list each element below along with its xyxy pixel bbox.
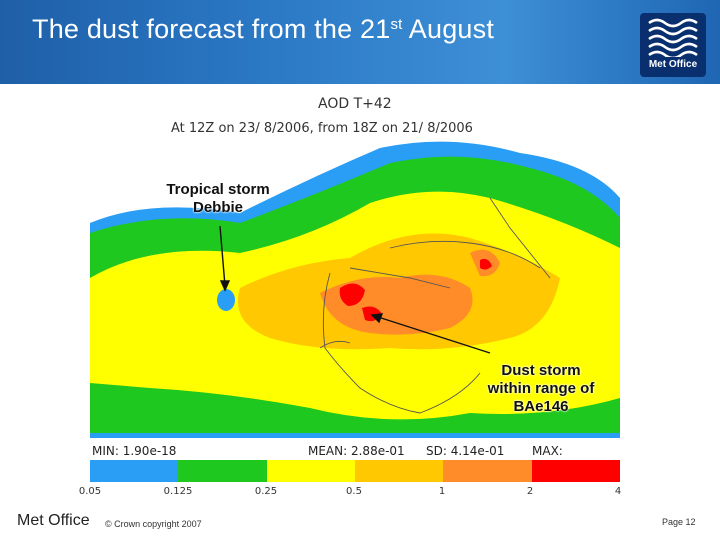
tick-label: 1 — [438, 486, 446, 497]
wave-icon — [648, 18, 698, 57]
annotation-tropical-storm: Tropical storm Debbie — [166, 181, 270, 216]
color-bin — [354, 460, 444, 482]
annotation-dust-storm: Dust storm within range of BAe146 — [487, 362, 595, 415]
map-subtitle: At 12Z on 23/ 8/2006, from 18Z on 21/ 8/… — [171, 121, 473, 136]
tick-label: 0.25 — [254, 486, 278, 497]
color-bin — [443, 460, 532, 482]
met-office-logo: Met Office — [640, 13, 706, 77]
tick-label: 0.5 — [346, 486, 362, 497]
map-title: AOD T+42 — [318, 96, 392, 112]
color-scale-ticks: 0.05 0.125 0.25 0.5 1 2 4 — [0, 486, 720, 502]
map-statistics: MIN: 1.90e-18 MEAN: 2.88e-01 SD: 4.14e-0… — [90, 441, 620, 472]
color-bin — [178, 460, 267, 482]
color-bin — [531, 460, 620, 482]
color-bin — [266, 460, 355, 482]
stat-mean: MEAN: 2.88e-01 — [308, 444, 405, 458]
color-bin — [90, 460, 179, 482]
copyright-text: © Crown copyright 2007 — [105, 519, 202, 529]
tick-label: 0.125 — [163, 486, 193, 497]
footer-brand: Met Office — [17, 512, 90, 529]
color-scale — [90, 460, 620, 482]
page-number: Page 12 — [662, 517, 696, 527]
tick-label: 2 — [526, 486, 534, 497]
dust-forecast-map — [90, 138, 620, 438]
tick-label: 0.05 — [78, 486, 102, 497]
tick-label: 4 — [614, 486, 622, 497]
stat-sd: SD: 4.14e-01 — [426, 444, 505, 458]
logo-text: Met Office — [648, 59, 698, 70]
slide-title: The dust forecast from the 21st August — [32, 14, 495, 44]
slide-header: The dust forecast from the 21st August M… — [0, 0, 720, 84]
stat-min: MIN: 1.90e-18 — [92, 444, 177, 458]
